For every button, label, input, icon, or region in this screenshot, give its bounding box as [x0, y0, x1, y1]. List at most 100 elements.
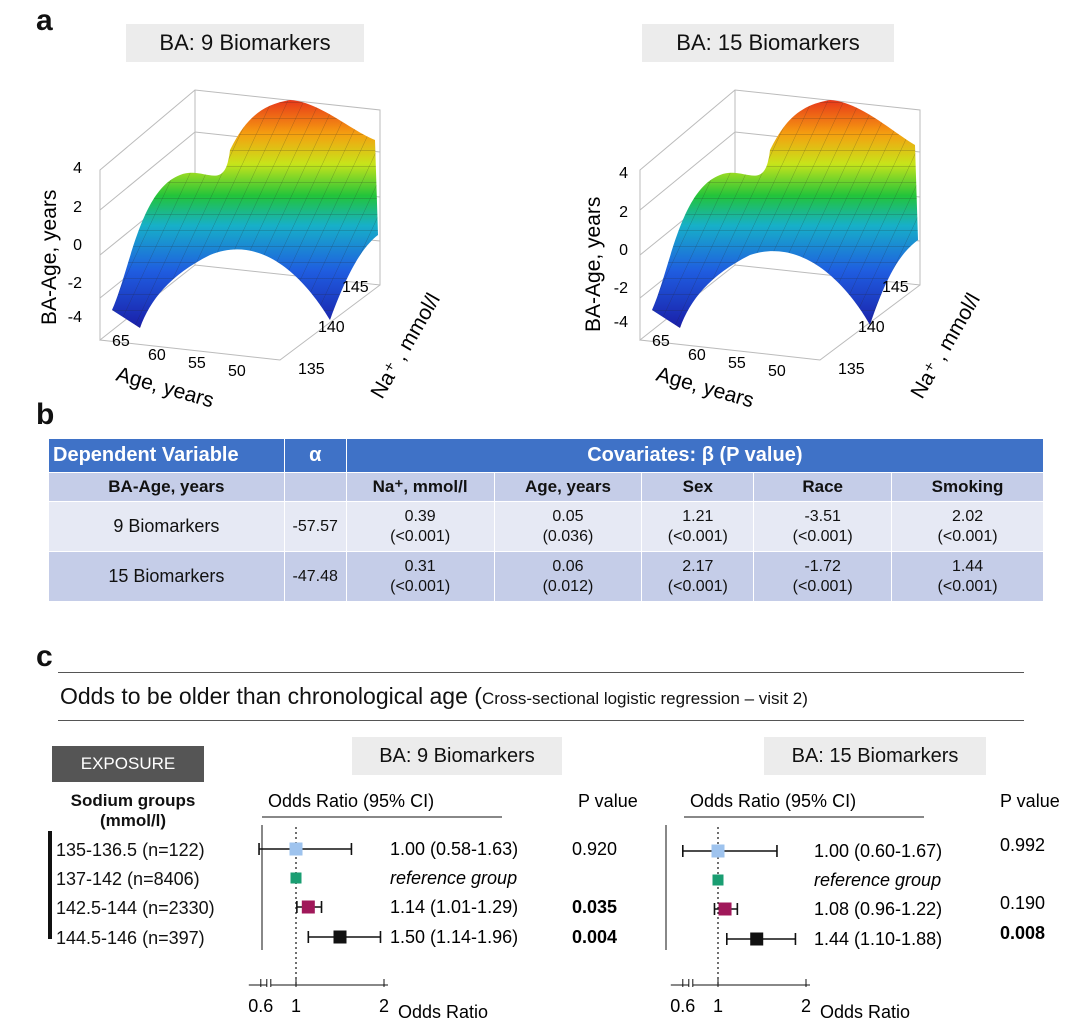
- table-header-row: Dependent Variable α Covariates: β (P va…: [48, 438, 1045, 473]
- surface-title-9: BA: 9 Biomarkers: [126, 24, 364, 62]
- table-cell: 2.02 (<0.001): [891, 501, 1044, 552]
- x-tick: 65: [112, 333, 130, 350]
- sub-col: Na⁺, mmol/l: [345, 472, 495, 502]
- exposure-badge: EXPOSURE: [52, 746, 204, 782]
- z-tick: 4: [619, 165, 628, 182]
- reference-label: reference group: [814, 870, 941, 890]
- z-tick: 0: [619, 242, 628, 259]
- table-cell: -3.51 (<0.001): [753, 501, 893, 552]
- sub-col: Race: [753, 472, 893, 502]
- x-tick: 60: [148, 347, 166, 364]
- or-ci-label: 1.44 (1.10-1.88): [814, 929, 942, 949]
- sub-col: Age, years: [493, 472, 643, 502]
- or-point: [711, 844, 725, 858]
- x-tick: 60: [688, 347, 706, 364]
- sub-empty: [283, 472, 347, 502]
- p-value: 0.008: [1000, 923, 1045, 943]
- or-ci-label: 1.08 (0.96-1.22): [814, 899, 942, 919]
- group-bracket: [48, 831, 52, 939]
- y-tick: 145: [882, 279, 909, 296]
- surface-plot-9: 4 2 0 -2 -4 BA-Age, years 65 60 55 50 Ag…: [38, 89, 445, 410]
- x-tick-label: 1: [713, 996, 723, 1016]
- forest-plot-9: Odds Ratio (95% CI) P value 0.6 1 2 1.00 (0…: [248, 791, 638, 1022]
- divider: [58, 720, 1024, 721]
- or-point: [712, 874, 724, 886]
- table-cell: 0.39 (<0.001): [345, 501, 495, 552]
- groups-header: Sodium groups (mmol/l): [70, 791, 196, 830]
- table-subheader-row: BA-Age, years Na⁺, mmol/l Age, years Sex…: [48, 472, 1044, 502]
- forest-plot-15: Odds Ratio (95% CI) P value 0.6 1 2 1.00 (0…: [665, 791, 1060, 1022]
- table-cell: 1.21 (<0.001): [641, 501, 755, 552]
- z-axis-label: BA-Age, years: [582, 197, 605, 332]
- z-tick: 4: [73, 160, 82, 177]
- z-tick: 2: [619, 204, 628, 221]
- table-cell: 2.17 (<0.001): [641, 551, 755, 602]
- z-axis-label: BA-Age, years: [38, 190, 61, 325]
- group-label: 142.5-144 (n=2330): [56, 898, 215, 918]
- table-cell: 0.31 (<0.001): [345, 551, 495, 602]
- or-point: [750, 932, 764, 946]
- or-ci-label: 1.00 (0.58-1.63): [390, 839, 518, 859]
- header-alpha: α: [283, 438, 347, 473]
- p-header: P value: [578, 791, 638, 811]
- y-tick: 135: [838, 361, 865, 378]
- z-tick: -2: [68, 275, 82, 292]
- panel-label-b: b: [36, 398, 55, 431]
- header-dependent: Dependent Variable: [48, 438, 285, 473]
- or-ci-label: 1.00 (0.60-1.67): [814, 841, 942, 861]
- divider: [58, 672, 1024, 673]
- or-ci-label: 1.50 (1.14-1.96): [390, 927, 518, 947]
- x-tick-label: 2: [379, 996, 389, 1016]
- panel-label-a: a: [36, 4, 53, 37]
- forest-title-15: BA: 15 Biomarkers: [764, 737, 986, 775]
- or-point: [333, 930, 347, 944]
- forest-title-9: BA: 9 Biomarkers: [352, 737, 562, 775]
- reference-label: reference group: [390, 868, 517, 888]
- panel-label-c: c: [36, 640, 53, 673]
- y-tick: 135: [298, 361, 325, 378]
- row-alpha: -57.57: [283, 501, 347, 552]
- or-ci-label: 1.14 (1.01-1.29): [390, 897, 518, 917]
- sub-col: Smoking: [891, 472, 1044, 502]
- x-axis-label: Odds Ratio: [820, 1002, 910, 1022]
- surface-title-15: BA: 15 Biomarkers: [642, 24, 894, 62]
- y-tick: 140: [318, 319, 345, 336]
- surface-plot-15: 4 2 0 -2 -4 BA-Age, years 65 60 55 50 Ag…: [582, 89, 985, 410]
- header-covariates: Covariates: β (P value): [345, 438, 1045, 473]
- row-name: 15 Biomarkers: [48, 551, 285, 602]
- row-alpha: -47.48: [283, 551, 347, 602]
- p-header: P value: [1000, 791, 1060, 811]
- x-tick: 55: [728, 355, 746, 372]
- z-tick: -4: [68, 309, 82, 326]
- x-tick: 50: [768, 363, 786, 380]
- or-point: [718, 902, 732, 916]
- sub-dependent: BA-Age, years: [48, 472, 285, 502]
- or-header: Odds Ratio (95% CI): [268, 791, 434, 811]
- z-tick: -2: [614, 280, 628, 297]
- table-row: 9 Biomarkers -57.57 0.39 (<0.001) 0.05 (0.…: [48, 501, 1044, 552]
- table-cell: 0.05 (0.036): [493, 501, 643, 552]
- z-tick: 0: [73, 237, 82, 254]
- y-tick: 140: [858, 319, 885, 336]
- p-value: 0.190: [1000, 893, 1045, 913]
- x-tick-label: 0.6: [248, 996, 273, 1016]
- x-axis-label: Odds Ratio: [398, 1002, 488, 1022]
- x-tick-label: 1: [291, 996, 301, 1016]
- or-point: [301, 900, 315, 914]
- table-cell: 1.44 (<0.001): [891, 551, 1044, 602]
- or-header: Odds Ratio (95% CI): [690, 791, 856, 811]
- y-tick: 145: [342, 279, 369, 296]
- y-axis-label: Na⁺ , mmol/l: [906, 289, 985, 402]
- p-value: 0.992: [1000, 835, 1045, 855]
- x-tick-label: 0.6: [670, 996, 695, 1016]
- sub-col: Sex: [641, 472, 755, 502]
- z-tick: -4: [614, 314, 628, 331]
- p-value: 0.920: [572, 839, 617, 859]
- x-tick: 55: [188, 355, 206, 372]
- group-label: 137-142 (n=8406): [56, 869, 200, 889]
- p-value: 0.004: [572, 927, 617, 947]
- group-label: 135-136.5 (n=122): [56, 840, 205, 860]
- x-tick: 50: [228, 363, 246, 380]
- y-axis-label: Na⁺ , mmol/l: [366, 289, 445, 402]
- coefficients-table: Dependent Variable α Covariates: β (P va…: [48, 438, 1045, 602]
